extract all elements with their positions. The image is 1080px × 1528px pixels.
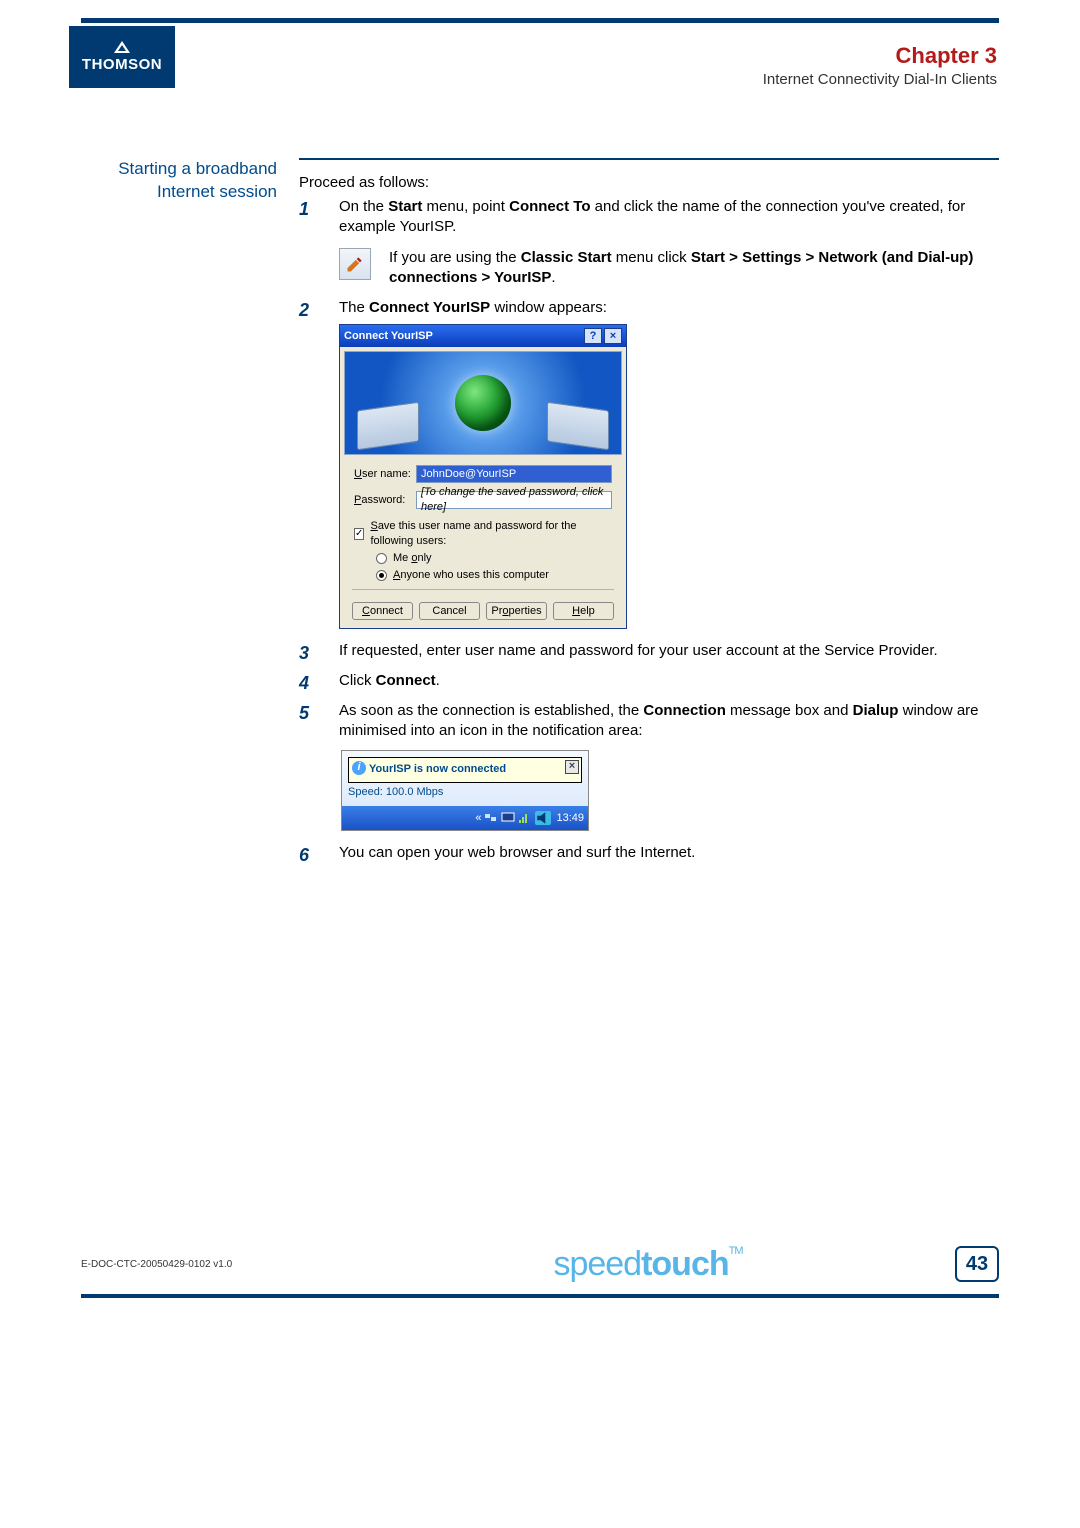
notification-balloon: i × YourISP is now connected [348, 757, 582, 784]
radio-icon [376, 570, 387, 581]
info-icon: i [352, 761, 366, 775]
tray-volume-icon[interactable] [535, 811, 551, 825]
intro-text: Proceed as follows: [299, 174, 999, 191]
laptop-right-icon [547, 402, 609, 451]
chapter-title: Chapter 3 [81, 43, 997, 69]
checkbox-icon: ✓ [354, 528, 364, 540]
radio-icon [376, 553, 387, 564]
balloon-title: YourISP is now connected [369, 763, 506, 775]
connection-notification: i × YourISP is now connected Speed: 100.… [341, 750, 589, 832]
thomson-logo-icon [114, 41, 130, 53]
password-label: Password: [354, 493, 416, 508]
save-credentials-checkbox[interactable]: ✓ Save this user name and password for t… [354, 519, 612, 549]
step-5: As soon as the connection is established… [299, 701, 999, 831]
page-number: 43 [955, 1246, 999, 1282]
thomson-logo-text: THOMSON [82, 56, 162, 73]
dialog-help-button[interactable]: ? [584, 328, 602, 344]
step-1: On the Start menu, point Connect To and … [299, 197, 999, 288]
balloon-speed: Speed: 100.0 Mbps [342, 783, 588, 806]
steps-list: On the Start menu, point Connect To and … [299, 197, 999, 864]
step-2: The Connect YourISP window appears: Conn… [299, 298, 999, 629]
globe-icon [455, 375, 511, 431]
note-pencil-icon [339, 248, 371, 280]
dialog-titlebar[interactable]: Connect YourISP ? × [340, 325, 626, 347]
tray-chevron-icon[interactable]: « [475, 811, 481, 826]
speedtouch-brand: speedtouchTM [341, 1245, 955, 1284]
properties-button[interactable]: Properties [486, 602, 547, 620]
dialog-banner-image [344, 351, 622, 455]
dialog-title: Connect YourISP [344, 329, 433, 344]
help-button[interactable]: Help [553, 602, 614, 620]
connect-button[interactable]: Connect [352, 602, 413, 620]
radio-me-only[interactable]: Me only [354, 551, 612, 566]
laptop-left-icon [357, 402, 419, 451]
taskbar-clock: 13:49 [556, 811, 584, 826]
step-3: If requested, enter user name and passwo… [299, 641, 999, 661]
tray-network-icon[interactable] [484, 811, 498, 825]
classic-start-note: If you are using the Classic Start menu … [339, 248, 999, 289]
cancel-button[interactable]: Cancel [419, 602, 480, 620]
thomson-logo: THOMSON [69, 26, 175, 88]
page-footer: E-DOC-CTC-20050429-0102 v1.0 speedtouchT… [81, 1234, 999, 1294]
password-field[interactable]: [To change the saved password, click her… [416, 491, 612, 509]
step-6: You can open your web browser and surf t… [299, 843, 999, 863]
tray-monitor-icon[interactable] [501, 811, 515, 825]
dialog-close-button[interactable]: × [604, 328, 622, 344]
taskbar: « [342, 806, 588, 830]
balloon-close-button[interactable]: × [565, 760, 579, 774]
username-label: User name: [354, 467, 416, 482]
doc-id: E-DOC-CTC-20050429-0102 v1.0 [81, 1259, 341, 1270]
connect-yourisp-dialog: Connect YourISP ? × [339, 324, 627, 628]
username-field[interactable]: JohnDoe@YourISP [416, 465, 612, 483]
tray-signal-icon[interactable] [518, 811, 532, 825]
chapter-subtitle: Internet Connectivity Dial-In Clients [81, 71, 997, 88]
step-4: Click Connect. [299, 671, 999, 691]
section-heading: Starting a broadband Internet session [81, 158, 299, 874]
radio-anyone[interactable]: Anyone who uses this computer [354, 568, 612, 583]
